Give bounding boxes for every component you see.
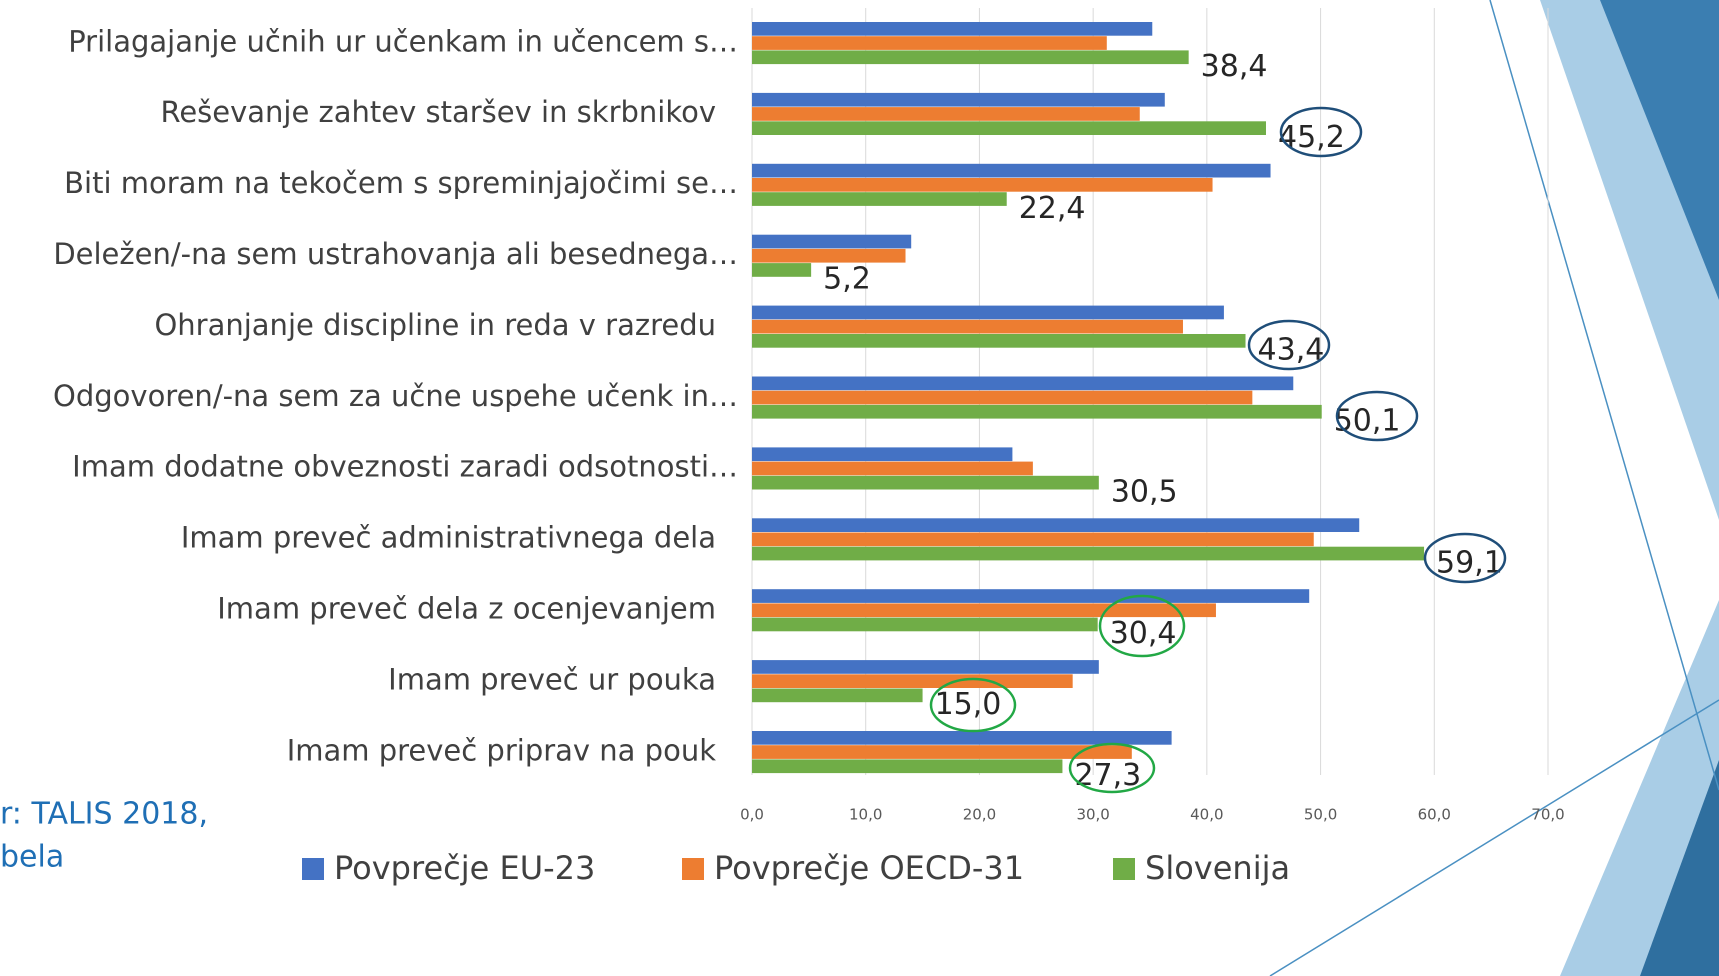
data-label: 38,4 xyxy=(1201,49,1268,84)
bar xyxy=(752,660,1099,674)
bar xyxy=(752,390,1253,405)
bar xyxy=(752,745,1132,759)
bar xyxy=(752,22,1153,36)
bar xyxy=(752,334,1246,348)
plot: 0,0 10,0 20,0 30,0 40,0 50,0 60,0 70,0 Prilagaja… xyxy=(53,8,1565,824)
source-text: bela xyxy=(0,840,64,875)
legend-swatch xyxy=(682,858,704,880)
deco-shape xyxy=(1640,760,1719,976)
x-tick-label: 60,0 xyxy=(1418,806,1451,824)
bar xyxy=(752,234,912,249)
bar xyxy=(752,178,1213,192)
bar xyxy=(752,461,1033,476)
y-tick-label: Prilagajanje učnih ur učenkam in učencem… xyxy=(68,24,738,58)
y-tick-label: Imam preveč priprav na pouk xyxy=(287,733,717,767)
bar xyxy=(752,107,1140,121)
highlight-ellipse xyxy=(1247,319,1331,371)
legend-label: Povprečje OECD-31 xyxy=(714,849,1024,887)
data-label: 27,3 xyxy=(1074,758,1141,793)
x-tick-label: 50,0 xyxy=(1304,806,1337,824)
bar xyxy=(752,731,1172,745)
data-label: 50,1 xyxy=(1334,404,1401,439)
bar xyxy=(752,475,1099,490)
data-label: 5,2 xyxy=(823,262,871,297)
bar xyxy=(752,532,1314,547)
x-tick-label: 70,0 xyxy=(1531,806,1564,824)
y-tick-label: Ohranjanje discipline in reda v razredu xyxy=(154,308,716,342)
bar xyxy=(752,248,906,263)
bar xyxy=(752,447,1013,462)
source-text: r: TALIS 2018, xyxy=(0,797,208,832)
bar xyxy=(752,589,1310,603)
highlight-ellipse xyxy=(1098,594,1186,658)
bar xyxy=(752,376,1294,391)
y-tick-label: Imam preveč ur pouka xyxy=(388,662,716,696)
bar xyxy=(752,674,1073,688)
x-tick-label: 40,0 xyxy=(1190,806,1223,824)
legend-swatch xyxy=(302,858,324,880)
deco-line xyxy=(1269,699,1719,976)
bar xyxy=(752,121,1266,135)
y-tick-label: Reševanje zahtev staršev in skrbnikov xyxy=(160,95,716,129)
legend-swatch xyxy=(1113,858,1135,880)
data-label: 22,4 xyxy=(1019,191,1086,226)
bar xyxy=(752,163,1271,178)
y-tick-label: Odgovoren/-na sem za učne uspehe učenk i… xyxy=(53,379,738,413)
bar xyxy=(752,319,1183,334)
bar xyxy=(752,263,812,277)
data-label: 43,4 xyxy=(1258,333,1325,368)
bar xyxy=(752,36,1107,50)
data-label: 30,5 xyxy=(1111,474,1178,509)
bar xyxy=(752,305,1224,320)
bar xyxy=(752,404,1322,419)
legend-label: Povprečje EU-23 xyxy=(334,849,595,887)
data-label: 45,2 xyxy=(1278,120,1345,155)
x-tick-label: 30,0 xyxy=(1076,806,1109,824)
y-tick-label: Imam preveč dela z ocenjevanjem xyxy=(217,592,716,626)
deco-shape xyxy=(1600,0,1719,300)
bar xyxy=(752,192,1007,206)
highlight-ellipse xyxy=(1068,742,1156,794)
y-tick-label: Biti moram na tekočem s spreminjajočimi … xyxy=(64,166,738,200)
bar xyxy=(752,50,1189,65)
deco-line xyxy=(1489,0,1719,791)
bar xyxy=(752,546,1425,561)
bar xyxy=(752,688,923,703)
bar xyxy=(752,617,1098,632)
decoration xyxy=(1269,0,1719,976)
data-label: 30,4 xyxy=(1110,616,1177,651)
bar xyxy=(752,603,1216,618)
data-label: 15,0 xyxy=(935,687,1002,722)
y-tick-label: Imam dodatne obveznosti zaradi odsotnost… xyxy=(72,450,738,484)
x-tick-label: 10,0 xyxy=(849,806,882,824)
highlight-ellipse xyxy=(1335,390,1419,442)
y-tick-label: Imam preveč administrativnega dela xyxy=(181,521,716,555)
bar xyxy=(752,759,1063,774)
x-tick-label: 20,0 xyxy=(963,806,996,824)
x-tick-label: 0,0 xyxy=(740,806,764,824)
bar xyxy=(752,92,1165,107)
annotations xyxy=(929,106,1507,794)
highlight-ellipse xyxy=(929,677,1017,733)
bar xyxy=(752,518,1360,532)
highlight-ellipse xyxy=(1423,532,1507,584)
highlight-ellipse xyxy=(1279,106,1363,158)
y-tick-label: Deležen/-na sem ustrahovanja ali besedne… xyxy=(53,237,738,271)
legend-label: Slovenija xyxy=(1145,849,1290,887)
